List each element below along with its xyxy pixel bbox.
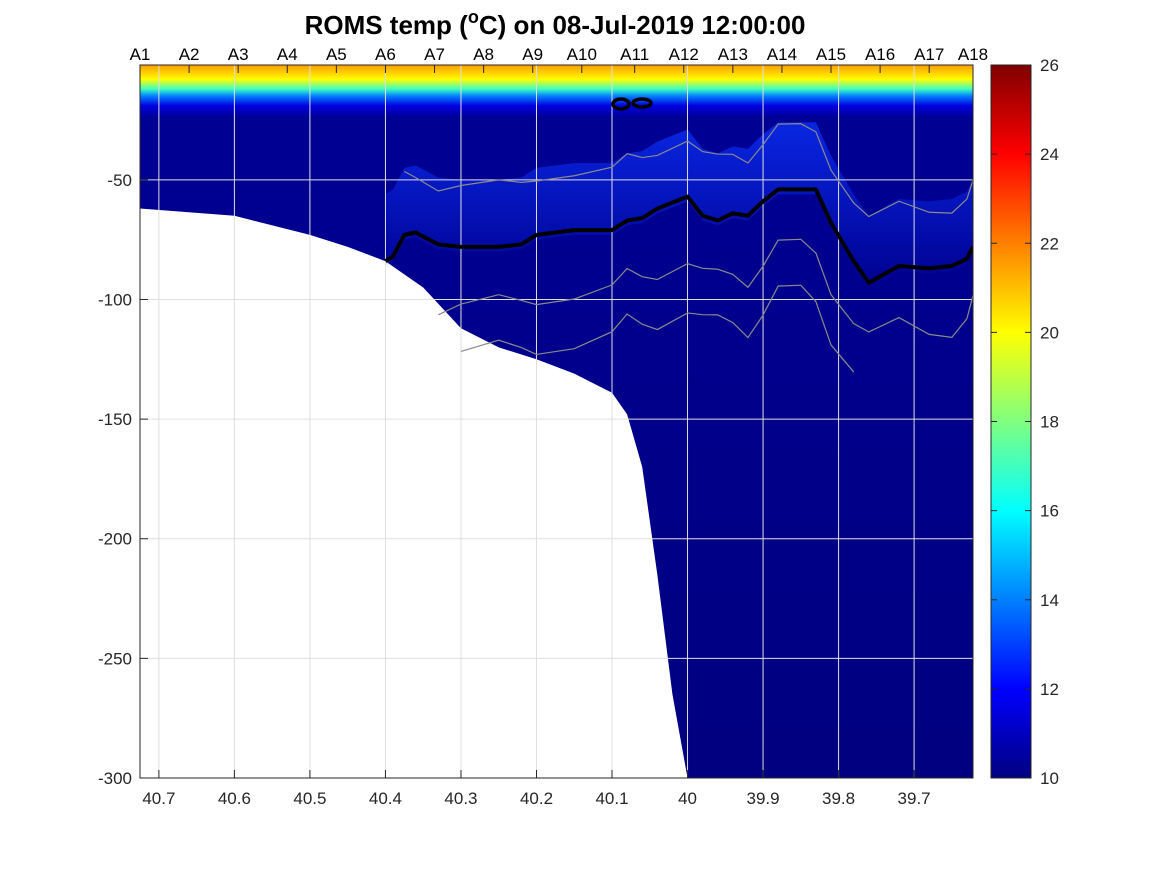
station-label: A2: [179, 45, 200, 64]
x-tick-label: 40.3: [444, 789, 477, 808]
thin-contour-deep: [460, 284, 855, 373]
thin-contour-upper: [404, 123, 973, 218]
station-label: A7: [424, 45, 445, 64]
x-tick-label: 40.2: [520, 789, 553, 808]
station-label: A15: [816, 45, 846, 64]
station-label: A1: [130, 45, 151, 64]
colorbar-tick-label: 26: [1040, 56, 1059, 75]
station-axis: A1 A2 A3 A4 A5 A6 A7 A8 A9 A10 A11 A12 A13 A14 A15 A16 A…: [130, 45, 988, 73]
chart-title: ROMS temp (oC) on 08-Jul-2019 12:00:00: [305, 7, 806, 40]
station-label: A9: [522, 45, 543, 64]
colorbar-tick-label: 16: [1040, 502, 1059, 521]
x-tick-label: 40.1: [595, 789, 628, 808]
colorbar-tick-label: 20: [1040, 323, 1059, 342]
x-tick-label: 40.5: [293, 789, 326, 808]
thin-contours: [404, 123, 973, 373]
contour-loop-a: [611, 97, 631, 111]
x-axis: 40.7 40.6 40.5 40.4 40.3 40.2 40.1 40 39.9 39.8 39…: [142, 770, 931, 808]
station-label: A17: [914, 45, 944, 64]
station-label: A8: [473, 45, 494, 64]
x-tick-label: 40.7: [142, 789, 175, 808]
y-tick-label: -250: [98, 649, 132, 668]
station-label: A11: [620, 45, 649, 64]
y-tick-label: -100: [98, 290, 132, 309]
colorbar-ticks: 10 12 14 16 18 20 22 24 26: [991, 56, 1059, 788]
contour-loop-b: [631, 97, 653, 109]
x-tick-label: 40.6: [218, 789, 251, 808]
station-label: A3: [228, 45, 249, 64]
colorbar-tick-label: 18: [1040, 413, 1059, 432]
colorbar-tick-label: 24: [1040, 145, 1059, 164]
colorbar: 10 12 14 16 18 20 22 24 26: [990, 56, 1059, 788]
station-label: A6: [375, 45, 396, 64]
x-tick-label: 39.7: [898, 789, 931, 808]
station-label: A13: [718, 45, 748, 64]
station-label: A18: [958, 45, 988, 64]
colorbar-tick-label: 22: [1040, 234, 1059, 253]
y-tick-label: -150: [98, 410, 132, 429]
y-tick-label: -200: [98, 530, 132, 549]
x-tick-label: 39.8: [822, 789, 855, 808]
colorbar-tick-label: 10: [1040, 769, 1059, 788]
station-label: A5: [326, 45, 347, 64]
station-label: A12: [669, 45, 699, 64]
isotherm-thick-contour: [384, 187, 973, 285]
colorbar-tick-label: 14: [1040, 591, 1059, 610]
station-label: A16: [865, 45, 895, 64]
temperature-field: [140, 65, 973, 778]
colorbar-fill: [990, 64, 1032, 779]
plot-area: [140, 65, 973, 778]
subsurface-warm-plume: [385, 122, 973, 288]
y-tick-label: -300: [98, 769, 132, 788]
x-tick-label: 40: [678, 789, 697, 808]
thin-contour-lower: [438, 238, 973, 338]
station-label: A4: [277, 45, 298, 64]
x-tick-label: 39.9: [747, 789, 780, 808]
grid-lines: [140, 65, 973, 778]
y-tick-label: -50: [107, 171, 132, 190]
y-axis: -50 -100 -150 -200 -250 -300: [98, 171, 148, 788]
colorbar-tick-label: 12: [1040, 680, 1059, 699]
plot-frame: [139, 64, 974, 779]
station-label: A14: [767, 45, 797, 64]
station-label: A10: [567, 45, 597, 64]
x-tick-label: 40.4: [369, 789, 402, 808]
